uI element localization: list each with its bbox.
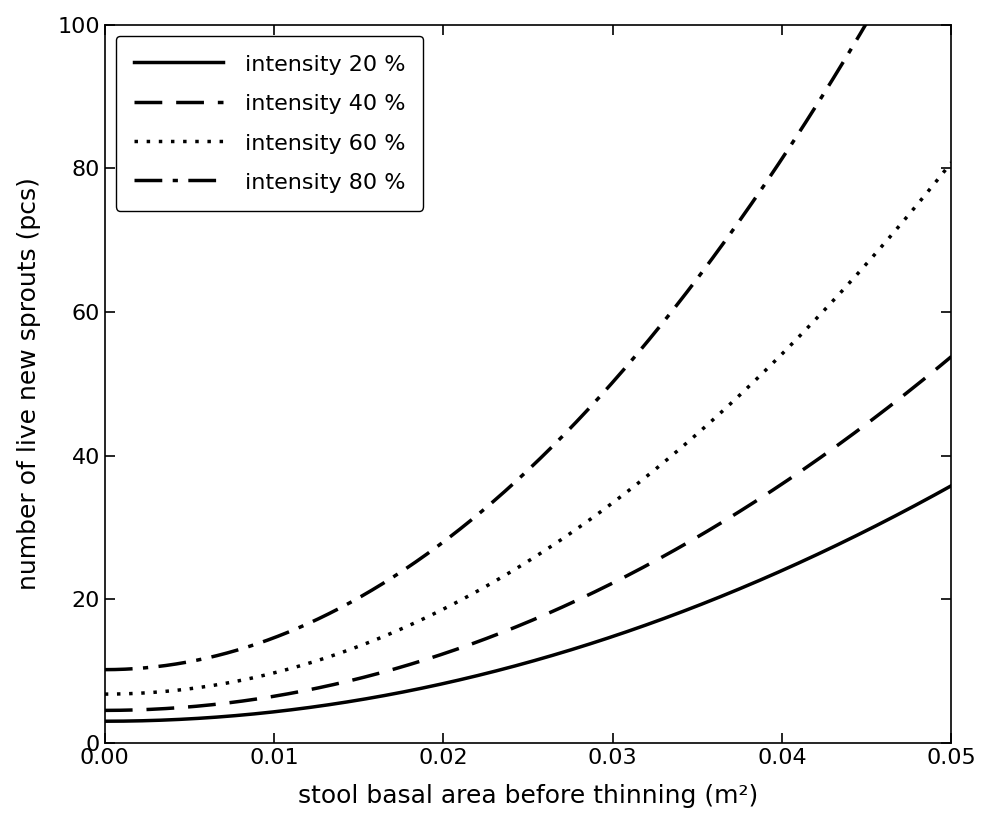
intensity 60 % xyxy=(775,351,786,361)
intensity 60 % xyxy=(680,438,692,448)
intensity 20 % xyxy=(945,481,957,491)
intensity 40 % xyxy=(945,351,957,361)
intensity 60 % xyxy=(945,158,957,167)
intensity 20 % xyxy=(472,671,484,681)
intensity 20 % xyxy=(759,573,771,583)
Line: intensity 80 %: intensity 80 % xyxy=(105,0,951,670)
intensity 80 % xyxy=(775,156,786,166)
intensity 80 % xyxy=(680,288,692,298)
intensity 60 % xyxy=(472,586,484,596)
intensity 60 % xyxy=(759,365,771,375)
intensity 40 % xyxy=(680,539,692,549)
intensity 80 % xyxy=(441,534,453,544)
intensity 60 % xyxy=(441,602,453,612)
intensity 60 % xyxy=(186,684,198,694)
intensity 40 % xyxy=(759,490,771,500)
Line: intensity 20 %: intensity 20 % xyxy=(105,486,951,721)
intensity 60 % xyxy=(99,689,111,699)
intensity 40 % xyxy=(775,480,786,490)
intensity 80 % xyxy=(186,657,198,667)
intensity 20 % xyxy=(99,716,111,726)
intensity 40 % xyxy=(472,637,484,647)
intensity 80 % xyxy=(759,179,771,189)
intensity 80 % xyxy=(99,665,111,675)
Y-axis label: number of live new sprouts (pcs): number of live new sprouts (pcs) xyxy=(17,177,41,590)
intensity 40 % xyxy=(186,702,198,712)
intensity 40 % xyxy=(99,705,111,715)
X-axis label: stool basal area before thinning (m²): stool basal area before thinning (m²) xyxy=(298,785,759,808)
Legend: intensity 20 %, intensity 40 %, intensity 60 %, intensity 80 %: intensity 20 %, intensity 40 %, intensit… xyxy=(116,35,423,211)
intensity 80 % xyxy=(472,510,484,520)
intensity 20 % xyxy=(680,606,692,615)
Line: intensity 60 %: intensity 60 % xyxy=(105,163,951,694)
Line: intensity 40 %: intensity 40 % xyxy=(105,356,951,710)
intensity 20 % xyxy=(775,566,786,576)
intensity 20 % xyxy=(441,678,453,688)
intensity 20 % xyxy=(186,714,198,724)
intensity 40 % xyxy=(441,648,453,658)
